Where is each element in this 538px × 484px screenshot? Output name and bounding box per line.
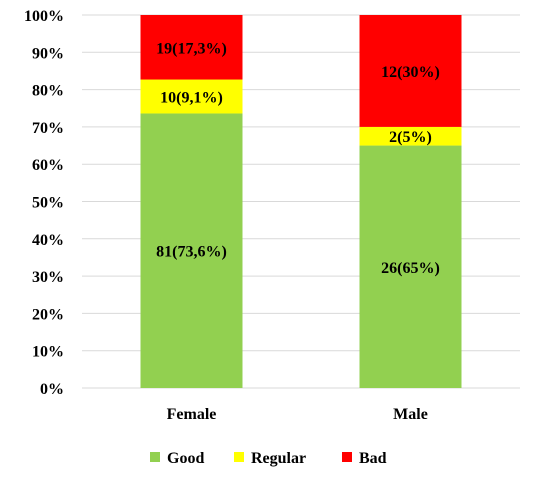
bar-segment-good-male	[359, 145, 462, 388]
legend-swatch-good	[150, 452, 160, 462]
y-tick-label: 0%	[40, 381, 64, 398]
y-tick-label: 40%	[32, 232, 64, 249]
data-label: 81(73,6%)	[156, 244, 227, 261]
legend-label: Good	[167, 450, 204, 467]
legend-swatch-regular	[234, 452, 244, 462]
y-tick-label: 100%	[24, 8, 64, 25]
x-category-label: Female	[167, 406, 217, 423]
bar-segment-bad-female	[140, 15, 243, 80]
y-tick-label: 10%	[32, 344, 64, 361]
legend-label: Bad	[359, 450, 387, 467]
y-axis: 0% 10% 20% 30% 40% 50% 60% 70% 80% 90% 100%	[24, 8, 64, 398]
y-tick-label: 30%	[32, 269, 64, 286]
data-label: 10(9,1%)	[160, 90, 223, 107]
legend: Good Regular Bad	[150, 450, 387, 467]
y-tick-label: 70%	[32, 120, 64, 137]
bar-segment-bad-male	[359, 15, 462, 127]
bar-segment-regular-male	[359, 126, 462, 146]
data-label: 2(5%)	[389, 129, 432, 146]
data-label: 26(65%)	[381, 260, 440, 277]
bar-segment-good-female	[140, 113, 243, 389]
y-tick-label: 60%	[32, 157, 64, 174]
bars	[140, 15, 462, 389]
legend-label: Regular	[251, 450, 306, 467]
x-category-label: Male	[393, 406, 428, 423]
x-axis: Female Male	[167, 406, 428, 423]
legend-swatch-bad	[342, 452, 352, 462]
y-tick-label: 90%	[32, 45, 64, 62]
y-tick-label: 20%	[32, 306, 64, 323]
bar-segment-regular-female	[140, 79, 243, 114]
y-tick-label: 50%	[32, 195, 64, 212]
y-tick-label: 80%	[32, 83, 64, 100]
data-labels: 81(73,6%) 10(9,1%) 19(17,3%) 26(65%) 2(5%) 12…	[156, 40, 440, 277]
data-label: 19(17,3%)	[156, 40, 227, 57]
data-label: 12(30%)	[381, 64, 440, 81]
